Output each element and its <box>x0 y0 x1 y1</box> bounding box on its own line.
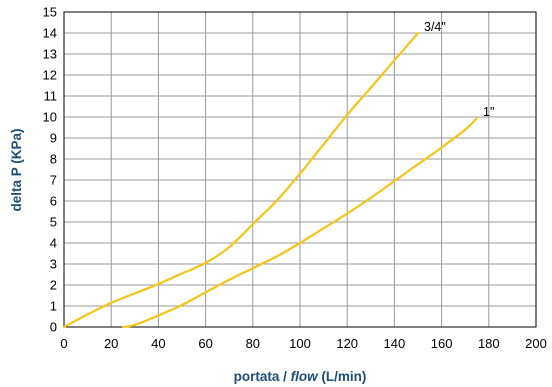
y-tick-label: 8 <box>50 152 57 167</box>
x-tick-label: 80 <box>246 336 260 351</box>
x-tick-label: 160 <box>431 336 453 351</box>
x-axis-title-flow: flow <box>291 369 319 384</box>
x-tick-label: 140 <box>384 336 406 351</box>
series-line-one-inch <box>121 116 479 329</box>
y-tick-label: 5 <box>50 215 57 230</box>
series-line-three-quarter-inch <box>62 31 420 329</box>
x-tick-label: 180 <box>478 336 500 351</box>
x-axis-title-part-3: (L/min) <box>318 369 367 384</box>
x-axis-title: portata / flow (L/min) <box>234 369 367 384</box>
y-tick-label: 0 <box>50 320 57 335</box>
y-tick-label: 7 <box>50 173 57 188</box>
y-tick-label: 12 <box>43 68 57 83</box>
x-tick-label: 60 <box>198 336 212 351</box>
y-tick-label: 13 <box>43 47 57 62</box>
plot-frame <box>63 11 537 328</box>
y-tick-label: 1 <box>50 299 57 314</box>
series-labels: 3/4" 1" <box>424 20 494 119</box>
x-tick-label: 40 <box>151 336 165 351</box>
x-tick-label: 100 <box>289 336 311 351</box>
y-tick-label: 9 <box>50 131 57 146</box>
y-tick-label: 14 <box>43 26 57 41</box>
y-tick-label: 11 <box>44 89 58 104</box>
y-tick-label: 6 <box>50 194 57 209</box>
x-tick-label: 20 <box>104 336 118 351</box>
series-lines <box>62 31 479 329</box>
y-tick-label: 10 <box>43 110 57 125</box>
y-axis-title: delta P (KPa) <box>9 128 24 211</box>
x-tick-label: 0 <box>60 336 67 351</box>
series-label: 1" <box>483 105 494 119</box>
x-tick-labels: 0 20 40 60 80 100 120 140 160 180 200 <box>60 336 546 351</box>
x-axis-title-part-1: portata / <box>234 369 291 384</box>
y-tick-label: 15 <box>43 5 57 20</box>
y-tick-label: 2 <box>50 278 57 293</box>
x-tick-label: 200 <box>525 336 547 351</box>
y-tick-label: 3 <box>50 257 57 272</box>
y-tick-label: 4 <box>50 236 57 251</box>
series-label: 3/4" <box>424 20 446 34</box>
x-tick-label: 120 <box>336 336 358 351</box>
